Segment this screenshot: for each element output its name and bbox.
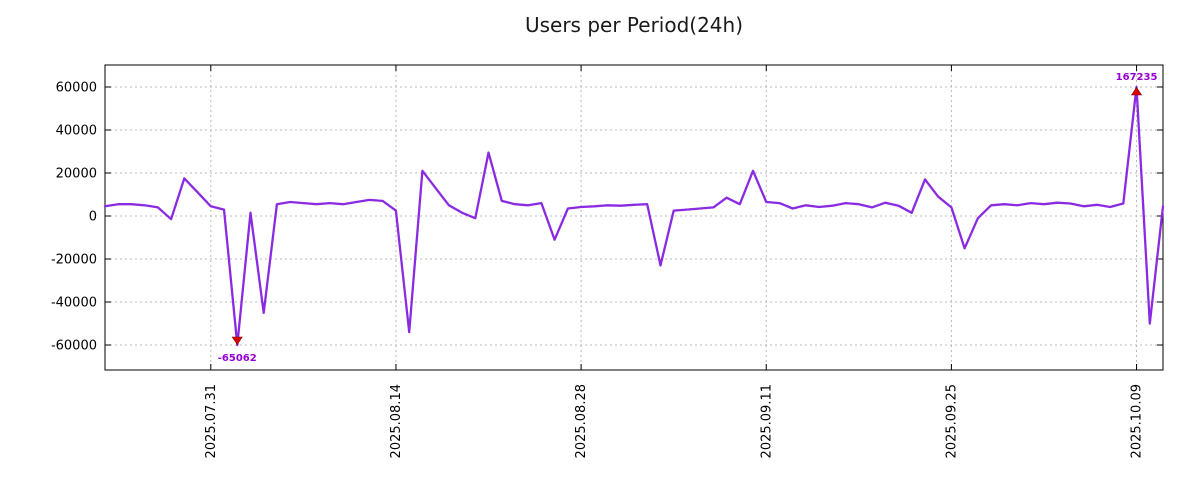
- x-tick-label: 2025.08.14: [389, 384, 404, 458]
- x-tick-label: 2025.09.11: [759, 384, 774, 458]
- x-tick-label: 2025.09.25: [944, 384, 959, 458]
- x-tick-label: 2025.08.28: [574, 384, 589, 458]
- max-value-label: 167235: [1116, 72, 1158, 83]
- y-tick-label: -20000: [51, 253, 97, 268]
- max-marker-icon: [1130, 86, 1143, 96]
- min-marker-icon: [231, 336, 243, 346]
- y-tick-label: 60000: [56, 81, 97, 96]
- y-tick-label: -60000: [51, 339, 97, 354]
- chart-title: Users per Period(24h): [524, 13, 744, 37]
- plot-border: [104, 64, 1164, 371]
- y-tick-label: 0: [89, 210, 97, 225]
- data-series-line: [103, 85, 1165, 347]
- min-value-label: -65062: [218, 353, 257, 364]
- y-tick-label: -40000: [51, 296, 97, 311]
- y-tick-label: 20000: [56, 167, 97, 182]
- y-tick-label: 40000: [56, 124, 97, 139]
- x-tick-label: 2025.07.31: [204, 384, 219, 458]
- x-tick-label: 2025.10.09: [1130, 384, 1145, 458]
